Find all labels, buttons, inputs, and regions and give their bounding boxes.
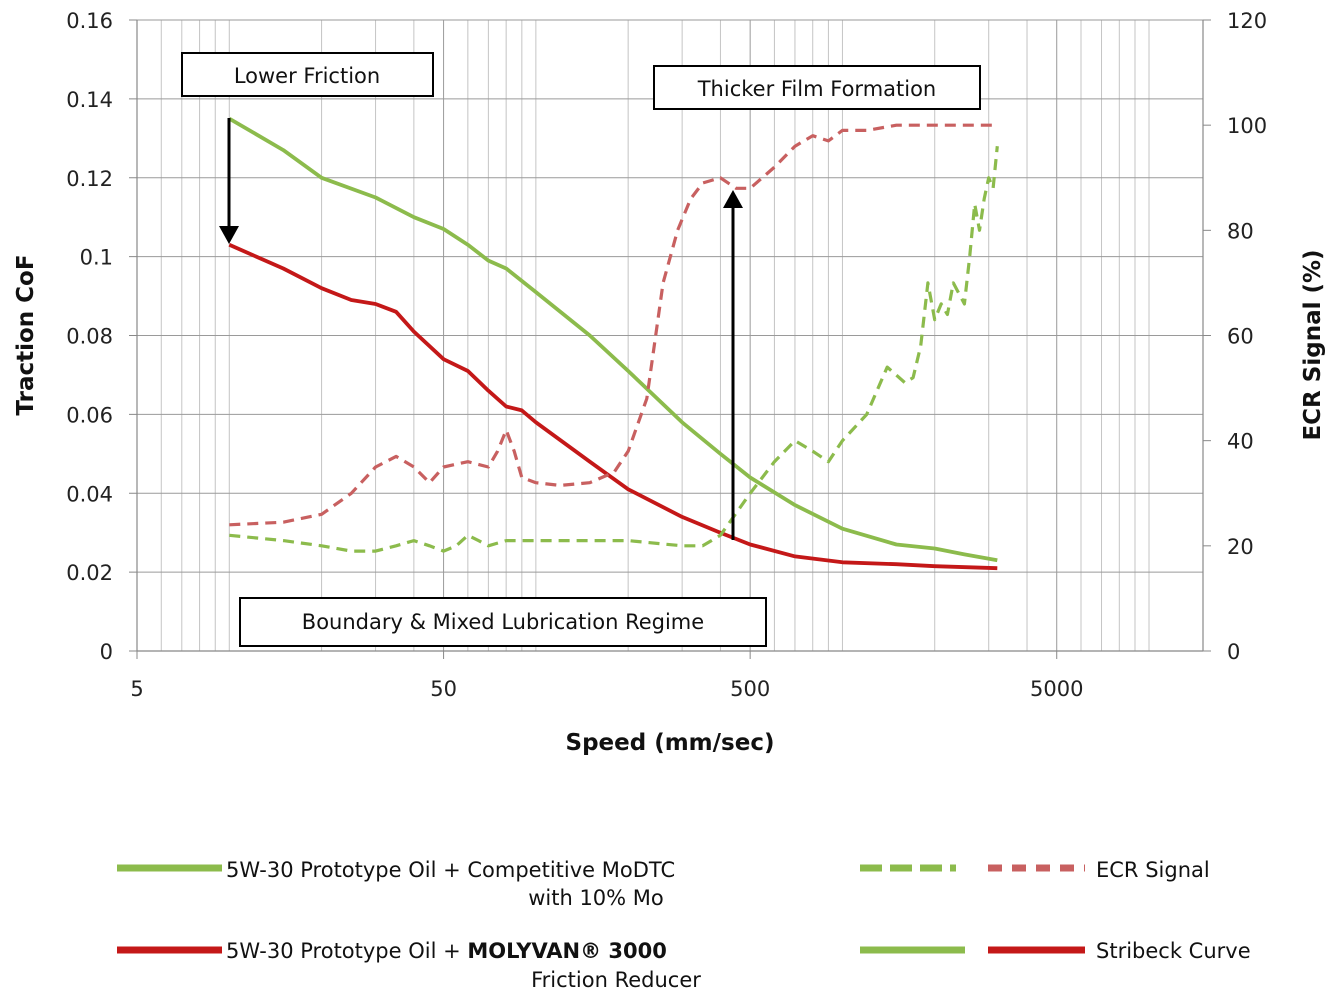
annotation-lower-friction-text: Lower Friction xyxy=(234,64,380,88)
y-right-tick-label: 40 xyxy=(1227,430,1254,454)
x-tick-label: 500 xyxy=(730,677,770,701)
legend-molyvan-line2: Friction Reducer xyxy=(531,968,701,992)
legend-stribeck-label: Stribeck Curve xyxy=(1096,939,1251,963)
series-modtc-ecr-line xyxy=(229,146,999,553)
y-right-tick-label: 80 xyxy=(1227,219,1254,243)
x-tick-labels: 5 50 500 5000 xyxy=(130,651,1083,701)
annotation-boundary-regime-text: Boundary & Mixed Lubrication Regime xyxy=(302,610,704,634)
y-right-tick-label: 120 xyxy=(1227,9,1267,33)
y-left-tick-label: 0.04 xyxy=(66,482,113,506)
legend-modtc-line2: with 10% Mo xyxy=(528,886,664,910)
y-left-tick-label: 0.02 xyxy=(66,561,113,585)
y-left-tick-labels: 0 0.02 0.04 0.06 0.08 0.1 0.12 0.14 0.16 xyxy=(66,9,137,664)
series-molyvan-stribeck-line xyxy=(228,243,998,571)
legend-molyvan-bold: MOLYVAN® 3000 xyxy=(467,939,666,963)
legend-entry-molyvan: 5W-30 Prototype Oil + MOLYVAN® 3000 Fric… xyxy=(117,939,701,992)
annotation-thicker-film: Thicker Film Formation xyxy=(653,65,981,110)
x-tick-label: 5 xyxy=(130,677,143,701)
legend-ecr-signal-label: ECR Signal xyxy=(1096,858,1210,882)
legend: 5W-30 Prototype Oil + Competitive MoDTC … xyxy=(117,858,1251,992)
series-layer xyxy=(228,116,999,571)
series-modtc-stribeck-line xyxy=(228,116,998,563)
y-right-tick-label: 60 xyxy=(1227,325,1254,349)
annotation-thicker-film-text: Thicker Film Formation xyxy=(697,77,937,101)
annotation-lower-friction: Lower Friction xyxy=(181,52,434,97)
legend-entry-ecr-signal: ECR Signal xyxy=(860,858,1210,882)
y-right-tick-labels: 0 20 40 60 80 100 120 xyxy=(1203,9,1267,664)
legend-modtc-line1: 5W-30 Prototype Oil + Competitive MoDTC xyxy=(226,858,675,882)
arrow-up-thicker-film xyxy=(723,190,743,540)
y-left-tick-label: 0.14 xyxy=(66,88,113,112)
y-left-tick-label: 0.12 xyxy=(66,167,113,191)
y-left-tick-label: 0.08 xyxy=(66,325,113,349)
grid xyxy=(136,19,1203,652)
y-left-tick-label: 0.16 xyxy=(66,9,113,33)
legend-molyvan-prefix: 5W-30 Prototype Oil + xyxy=(226,939,467,963)
x-tick-label: 50 xyxy=(430,677,457,701)
legend-entry-stribeck: Stribeck Curve xyxy=(860,939,1251,963)
y-left-tick-label: 0.06 xyxy=(66,403,113,427)
y-right-axis-title: ECR Signal (%) xyxy=(1300,249,1326,440)
y-right-tick-label: 20 xyxy=(1227,535,1254,559)
series-molyvan-ecr-line xyxy=(229,123,998,527)
x-axis-title: Speed (mm/sec) xyxy=(566,730,775,756)
arrow-down-lower-friction xyxy=(219,118,239,244)
annotation-boundary-regime: Boundary & Mixed Lubrication Regime xyxy=(239,597,767,647)
svg-text:5W-30 Prototype Oil + MOLYVAN®: 5W-30 Prototype Oil + MOLYVAN® 3000 xyxy=(226,939,667,963)
y-right-tick-label: 0 xyxy=(1227,640,1240,664)
legend-entry-modtc: 5W-30 Prototype Oil + Competitive MoDTC … xyxy=(117,858,675,910)
y-left-axis-title: Traction CoF xyxy=(13,254,39,415)
y-left-tick-label: 0.1 xyxy=(80,246,113,270)
y-left-tick-label: 0 xyxy=(100,640,113,664)
y-right-tick-label: 100 xyxy=(1227,114,1267,138)
x-tick-label: 5000 xyxy=(1030,677,1083,701)
